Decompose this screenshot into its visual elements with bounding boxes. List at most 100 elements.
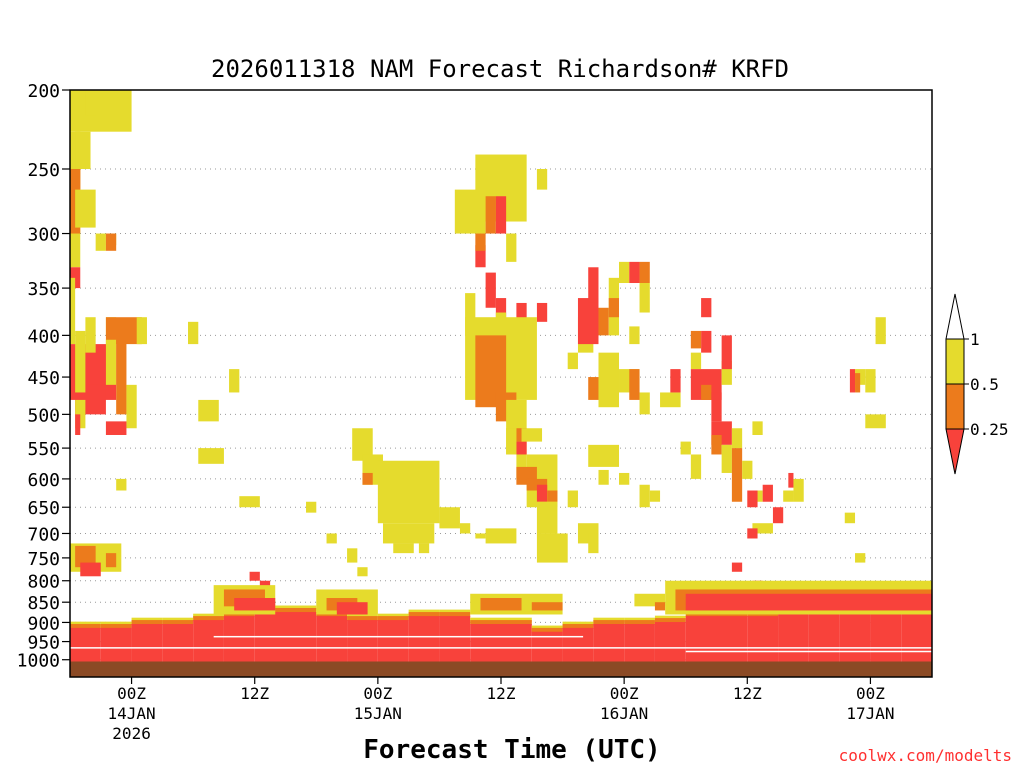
ri-cell [690, 352, 702, 370]
ri-cell [701, 384, 712, 400]
ri-band-cell [562, 627, 594, 662]
ri-cell [536, 302, 548, 322]
ri-cell [198, 399, 219, 422]
ri-band-cell [408, 616, 440, 662]
ri-band-cell [162, 624, 194, 662]
ri-cell [619, 261, 630, 284]
ri-band-cell [778, 612, 809, 662]
source-credit: coolwx.com/modelts [839, 746, 1012, 765]
y-tick-label: 600 [27, 470, 60, 491]
ri-band-cell [131, 620, 163, 625]
ri-cell [547, 490, 558, 502]
ri-cell [752, 421, 763, 435]
ri-cell [685, 593, 932, 611]
x-tick-date: 14JAN [107, 704, 155, 723]
ri-cell [721, 360, 732, 385]
x-tick-date: 17JAN [846, 704, 894, 723]
ri-cell [588, 444, 620, 467]
ri-cell [136, 317, 147, 345]
ri-cell [531, 602, 563, 611]
ri-cell [75, 131, 91, 169]
ri-cell [752, 523, 773, 534]
ri-cell [105, 317, 142, 345]
x-tick-label: 12Z [240, 684, 269, 703]
ri-band-cell [470, 617, 501, 623]
x-tick-label: 00Z [363, 684, 392, 703]
legend-level-label: 0.25 [970, 420, 1009, 439]
y-tick-label: 300 [27, 225, 60, 246]
ri-cell [70, 267, 81, 289]
ri-cell [239, 496, 260, 508]
ri-band-cell [408, 609, 440, 615]
y-tick-label: 450 [27, 368, 60, 389]
ri-cell [495, 196, 507, 234]
ri-cell [701, 330, 712, 353]
surface-layer [70, 661, 932, 677]
y-tick-label: 1000 [17, 651, 60, 672]
ri-band-cell [377, 616, 409, 621]
legend-swatch [945, 383, 965, 430]
ri-band-cell [193, 616, 224, 621]
ri-cell [418, 543, 430, 554]
y-tick-label: 950 [27, 633, 60, 654]
ri-cell [788, 472, 794, 488]
ri-band-cell [808, 607, 840, 662]
ri-cell [85, 90, 96, 116]
ri-cell [105, 339, 117, 385]
ri-band-cell [747, 616, 779, 662]
ri-cell [577, 298, 599, 345]
color-legend: 1 0.5 0.25 [945, 293, 1009, 475]
ri-cell [126, 384, 137, 429]
ri-band-cell [531, 627, 563, 633]
ri-cell [747, 528, 758, 539]
ri-cell [75, 414, 81, 435]
y-tick-label: 550 [27, 439, 60, 460]
ri-cell [105, 553, 117, 568]
ri-band-cell [624, 617, 655, 623]
ri-cell [690, 454, 702, 479]
legend-swatch [945, 428, 965, 475]
ri-cell [783, 490, 794, 502]
ri-cell [855, 373, 861, 393]
ri-cell [598, 469, 609, 485]
ri-cell [480, 598, 522, 611]
ri-band-cell [870, 607, 902, 662]
ri-cell [75, 330, 86, 393]
ri-cell [347, 548, 358, 563]
ri-cell [362, 472, 373, 485]
ri-cell [536, 168, 548, 190]
ri-cell [793, 478, 804, 502]
ri-band-cell [100, 627, 132, 662]
ri-band-cell [285, 605, 317, 611]
ri-band-cell [347, 613, 378, 619]
ri-band-cell [70, 624, 101, 629]
ri-band-cell [193, 613, 224, 619]
ri-cell [326, 533, 337, 544]
ri-cell [721, 444, 732, 473]
ri-cell [459, 523, 471, 534]
ri-cell [649, 490, 661, 502]
ri-band-cell [162, 620, 194, 625]
x-tick-year: 2026 [112, 724, 151, 743]
ri-cell [629, 369, 640, 400]
ri-cell [536, 533, 568, 563]
ri-cells [70, 90, 932, 677]
ri-cell [588, 377, 599, 400]
ri-cell [731, 448, 743, 502]
ri-band-cell [439, 616, 471, 662]
ri-cell [690, 330, 702, 349]
ri-band-cell [654, 622, 686, 662]
y-axis: 200 250 300 350 400 450 500 550 600 650 700 7508008… [17, 81, 70, 672]
ri-cell [116, 339, 127, 415]
ri-cell [588, 267, 599, 303]
ri-cell [495, 298, 507, 322]
band-gap [213, 635, 584, 638]
ri-cell [639, 392, 650, 415]
ri-cell [506, 428, 517, 455]
ri-cell [619, 472, 630, 485]
ri-cell [485, 528, 517, 544]
ri-cell [567, 490, 578, 508]
y-tick-label: 250 [27, 160, 60, 181]
ri-cell [485, 196, 496, 234]
ri-cell [526, 478, 548, 491]
